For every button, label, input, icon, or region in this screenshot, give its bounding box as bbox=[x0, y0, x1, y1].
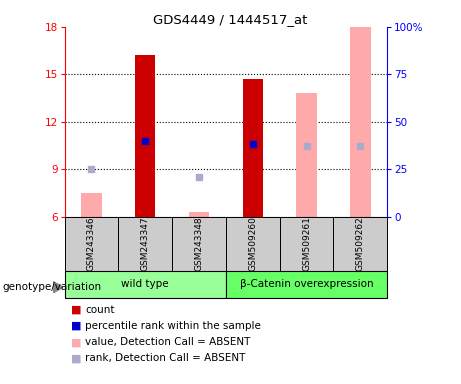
Text: GSM243346: GSM243346 bbox=[87, 217, 96, 271]
Bar bbox=[333, 217, 387, 271]
Polygon shape bbox=[53, 281, 63, 293]
Text: wild type: wild type bbox=[121, 279, 169, 289]
Bar bbox=[135, 55, 155, 217]
Bar bbox=[189, 212, 209, 217]
Bar bbox=[65, 217, 118, 271]
Text: value, Detection Call = ABSENT: value, Detection Call = ABSENT bbox=[85, 337, 251, 347]
Text: β-Catenin overexpression: β-Catenin overexpression bbox=[240, 279, 373, 289]
Text: ■: ■ bbox=[71, 321, 82, 331]
Text: GDS4449 / 1444517_at: GDS4449 / 1444517_at bbox=[154, 13, 307, 26]
Text: GSM509260: GSM509260 bbox=[248, 217, 257, 271]
Text: rank, Detection Call = ABSENT: rank, Detection Call = ABSENT bbox=[85, 353, 246, 363]
Bar bbox=[65, 271, 226, 298]
Text: GSM243348: GSM243348 bbox=[195, 217, 203, 271]
Bar bbox=[296, 93, 317, 217]
Bar bbox=[350, 27, 371, 217]
Text: count: count bbox=[85, 305, 115, 315]
Text: GSM243347: GSM243347 bbox=[141, 217, 150, 271]
Text: ■: ■ bbox=[71, 353, 82, 363]
Bar bbox=[226, 271, 387, 298]
Bar bbox=[242, 79, 263, 217]
Bar bbox=[81, 193, 101, 217]
Bar bbox=[226, 217, 280, 271]
Bar bbox=[118, 217, 172, 271]
Bar bbox=[280, 217, 333, 271]
Text: GSM509261: GSM509261 bbox=[302, 217, 311, 271]
Text: ■: ■ bbox=[71, 337, 82, 347]
Text: genotype/variation: genotype/variation bbox=[2, 282, 101, 292]
Text: ■: ■ bbox=[71, 305, 82, 315]
Text: percentile rank within the sample: percentile rank within the sample bbox=[85, 321, 261, 331]
Text: GSM509262: GSM509262 bbox=[356, 217, 365, 271]
Bar bbox=[172, 217, 226, 271]
